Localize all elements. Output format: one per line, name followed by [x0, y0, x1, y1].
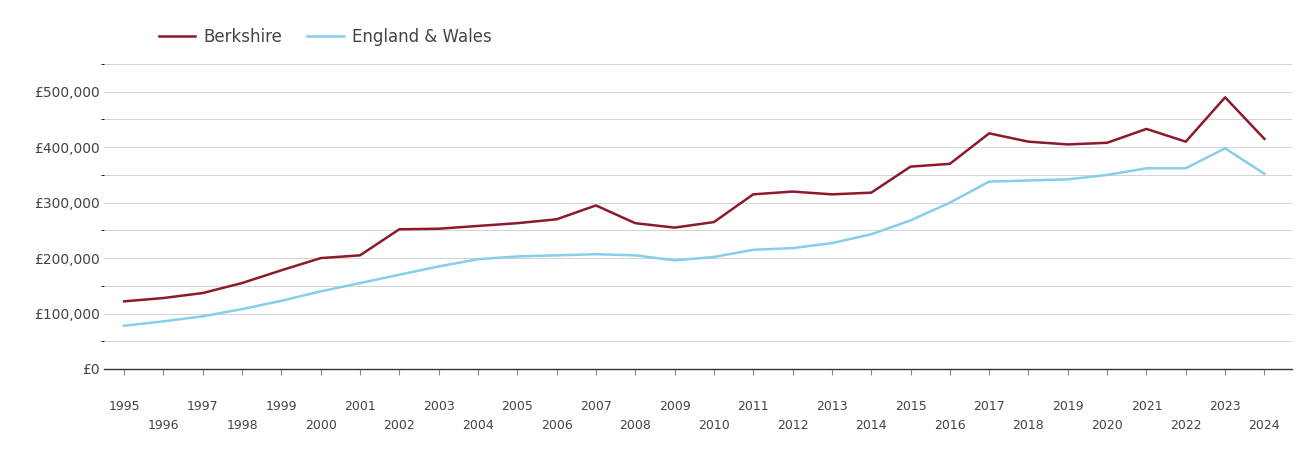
Berkshire	[745, 192, 761, 197]
Text: 2001: 2001	[345, 400, 376, 413]
Text: 2002: 2002	[384, 419, 415, 432]
Berkshire	[470, 223, 485, 229]
Text: 2009: 2009	[659, 400, 690, 413]
Berkshire	[1099, 140, 1114, 145]
Line: England & Wales: England & Wales	[124, 148, 1265, 326]
Legend: Berkshire, England & Wales: Berkshire, England & Wales	[151, 21, 499, 52]
Berkshire	[194, 290, 210, 296]
Berkshire	[116, 299, 132, 304]
Text: 2013: 2013	[816, 400, 848, 413]
Berkshire	[823, 192, 839, 197]
Text: 2018: 2018	[1013, 419, 1044, 432]
England & Wales	[1218, 146, 1233, 151]
England & Wales	[1021, 178, 1036, 183]
Text: 2016: 2016	[934, 419, 966, 432]
England & Wales	[1139, 166, 1155, 171]
Berkshire	[942, 161, 958, 166]
Text: 2014: 2014	[855, 419, 887, 432]
Text: 2008: 2008	[620, 419, 651, 432]
Text: 2006: 2006	[540, 419, 573, 432]
England & Wales	[1060, 177, 1075, 182]
Text: 1995: 1995	[108, 400, 140, 413]
Text: 2024: 2024	[1249, 419, 1280, 432]
Text: 1999: 1999	[266, 400, 298, 413]
Berkshire	[589, 203, 604, 208]
Text: 2000: 2000	[305, 419, 337, 432]
England & Wales	[549, 252, 565, 258]
Text: 2015: 2015	[895, 400, 927, 413]
England & Wales	[470, 256, 485, 262]
Berkshire	[667, 225, 683, 230]
Text: 1996: 1996	[147, 419, 179, 432]
England & Wales	[903, 218, 919, 223]
Berkshire	[352, 252, 368, 258]
England & Wales	[745, 247, 761, 252]
Text: 2021: 2021	[1130, 400, 1163, 413]
Berkshire	[1060, 142, 1075, 147]
Text: 2017: 2017	[974, 400, 1005, 413]
England & Wales	[942, 200, 958, 205]
Berkshire	[903, 164, 919, 169]
Text: 1997: 1997	[187, 400, 218, 413]
Berkshire	[784, 189, 800, 194]
England & Wales	[431, 264, 446, 269]
Text: 2005: 2005	[501, 400, 534, 413]
England & Wales	[628, 252, 643, 258]
England & Wales	[1178, 166, 1194, 171]
Berkshire	[1178, 139, 1194, 144]
Text: 2012: 2012	[776, 419, 808, 432]
Berkshire	[313, 256, 329, 261]
Berkshire	[549, 216, 565, 222]
England & Wales	[313, 289, 329, 294]
England & Wales	[116, 323, 132, 328]
Text: 2003: 2003	[423, 400, 454, 413]
Berkshire	[864, 190, 880, 195]
Berkshire	[431, 226, 446, 231]
Berkshire	[509, 220, 525, 226]
England & Wales	[509, 254, 525, 259]
Text: 2011: 2011	[737, 400, 769, 413]
Berkshire	[706, 219, 722, 225]
England & Wales	[706, 254, 722, 260]
Text: 2004: 2004	[462, 419, 493, 432]
England & Wales	[589, 252, 604, 257]
England & Wales	[274, 298, 290, 303]
Berkshire	[1139, 126, 1155, 131]
England & Wales	[194, 314, 210, 319]
England & Wales	[784, 245, 800, 251]
England & Wales	[155, 319, 171, 324]
Berkshire	[234, 280, 249, 286]
Berkshire	[274, 268, 290, 273]
England & Wales	[1099, 172, 1114, 178]
England & Wales	[667, 257, 683, 263]
Text: 2010: 2010	[698, 419, 729, 432]
Text: 2023: 2023	[1210, 400, 1241, 413]
Text: 2019: 2019	[1052, 400, 1083, 413]
England & Wales	[823, 240, 839, 246]
Text: 2007: 2007	[579, 400, 612, 413]
Berkshire	[981, 130, 997, 136]
Berkshire	[392, 226, 407, 232]
England & Wales	[864, 232, 880, 237]
Text: 2020: 2020	[1091, 419, 1124, 432]
Berkshire	[1021, 139, 1036, 144]
Berkshire	[155, 295, 171, 301]
Berkshire	[1257, 136, 1272, 142]
Berkshire	[628, 220, 643, 226]
Line: Berkshire: Berkshire	[124, 97, 1265, 302]
England & Wales	[392, 272, 407, 278]
England & Wales	[234, 306, 249, 312]
England & Wales	[352, 280, 368, 286]
Text: 2022: 2022	[1171, 419, 1202, 432]
Text: 1998: 1998	[226, 419, 258, 432]
England & Wales	[981, 179, 997, 184]
Berkshire	[1218, 94, 1233, 100]
England & Wales	[1257, 171, 1272, 176]
